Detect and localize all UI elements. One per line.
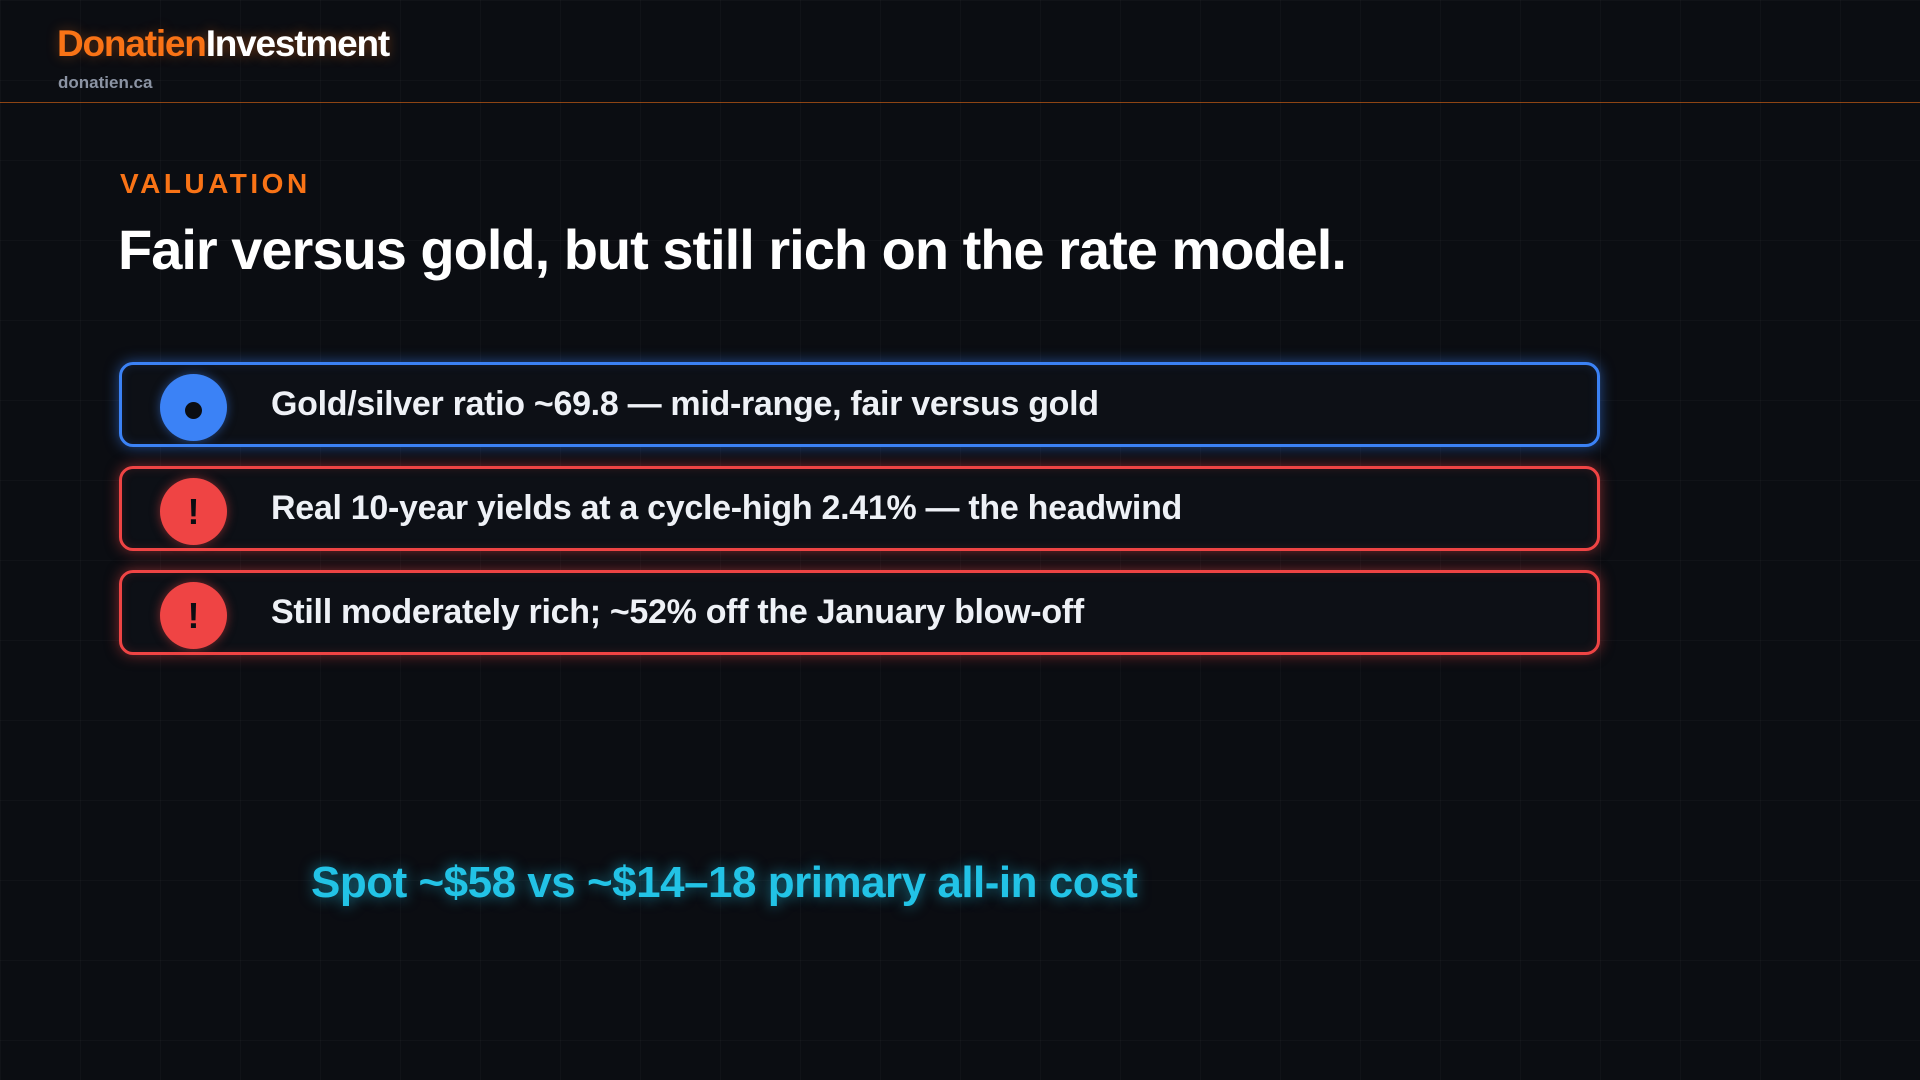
brand-logo: DonatienInvestment <box>57 22 391 66</box>
page-title: Fair versus gold, but still rich on the … <box>118 218 1347 281</box>
section-eyebrow: VALUATION <box>120 168 311 199</box>
exclamation-icon: ! <box>160 478 227 545</box>
point-text: Gold/silver ratio ~69.8 — mid-range, fai… <box>271 385 1099 423</box>
point-card-moderately-rich: ! Still moderately rich; ~52% off the Ja… <box>119 570 1600 655</box>
site-url: donatien.ca <box>58 73 153 92</box>
spot-cost-callout: Spot ~$58 vs ~$14–18 primary all-in cost <box>311 858 1138 907</box>
point-text: Real 10-year yields at a cycle-high 2.41… <box>271 489 1183 527</box>
dot-icon <box>160 374 227 441</box>
point-list: Gold/silver ratio ~69.8 — mid-range, fai… <box>119 362 1600 674</box>
brand-name-part-1: Donatien <box>57 23 207 64</box>
point-text: Still moderately rich; ~52% off the Janu… <box>271 593 1084 631</box>
exclamation-icon: ! <box>160 582 227 649</box>
header: DonatienInvestment donatien.ca <box>0 0 1920 103</box>
point-card-gold-silver-ratio: Gold/silver ratio ~69.8 — mid-range, fai… <box>119 362 1600 447</box>
point-card-real-yields: ! Real 10-year yields at a cycle-high 2.… <box>119 466 1600 551</box>
brand-name-part-2: Investment <box>205 23 391 64</box>
